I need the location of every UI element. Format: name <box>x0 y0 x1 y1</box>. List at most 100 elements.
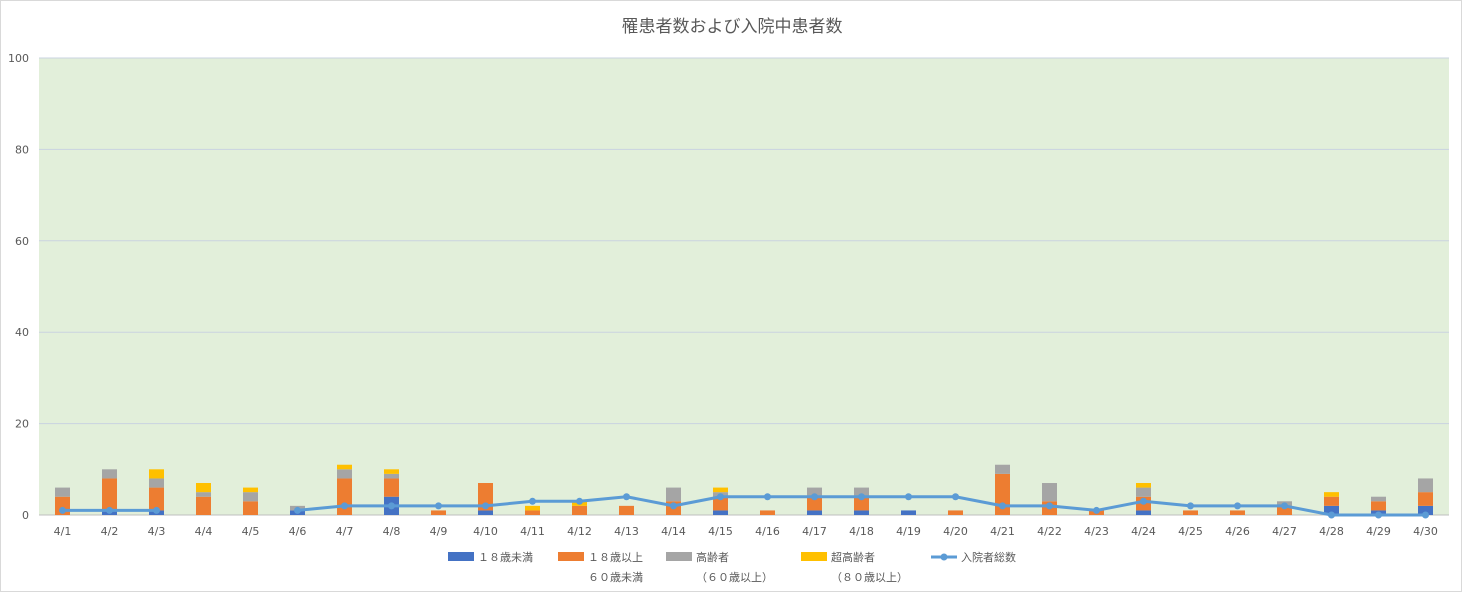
y-axis-ticks: 0 20 40 60 80 100 <box>8 52 29 522</box>
bar-segment <box>948 510 963 515</box>
x-tick-label: 4/6 <box>289 525 307 538</box>
legend-label: 高齢者 <box>696 550 729 564</box>
bar-segment <box>431 510 446 515</box>
bar-segment <box>149 469 164 479</box>
line-point <box>1046 502 1053 510</box>
x-axis-ticks: 4/1 4/2 4/3 4/4 4/5 4/6 4/7 4/8 4/9 4/10 4/11 4/12 4… <box>54 525 1438 538</box>
bar-segment <box>525 510 540 515</box>
bar-segment <box>384 478 399 497</box>
bar-segment <box>243 492 258 502</box>
line-point <box>1093 506 1100 514</box>
bar-segment <box>854 496 869 511</box>
total-inpatients-line <box>59 493 1429 519</box>
y-tick-label: 60 <box>15 235 29 248</box>
line-point <box>623 493 630 501</box>
x-tick-label: 4/1 <box>54 525 72 538</box>
line-point <box>1375 511 1382 519</box>
line-point <box>294 506 301 514</box>
x-tick-label: 4/14 <box>661 525 686 538</box>
line-point <box>106 506 113 514</box>
x-tick-label: 4/17 <box>802 525 827 538</box>
bar-segment <box>1136 483 1151 488</box>
bar-segment <box>807 487 822 497</box>
bar-segment <box>243 487 258 493</box>
line-point <box>1328 511 1335 519</box>
bar-segment <box>196 496 211 515</box>
legend-label: 超高齢者 <box>831 550 875 564</box>
line-point <box>717 493 724 501</box>
bar-segment <box>102 478 117 511</box>
bar-segment <box>149 478 164 488</box>
line-point <box>1281 502 1288 510</box>
bar-segment <box>1324 505 1339 515</box>
line-point <box>764 493 771 501</box>
bar-segment <box>102 469 117 479</box>
bar-segment <box>478 510 493 515</box>
legend-swatch <box>666 552 692 561</box>
bar-segment <box>1183 510 1198 515</box>
bar-segment <box>55 487 70 497</box>
y-tick-label: 80 <box>15 143 29 156</box>
bar-segment <box>1324 496 1339 506</box>
legend-label: １８歳未満 <box>478 551 533 564</box>
legend-swatch <box>801 552 827 561</box>
line-point <box>529 497 536 505</box>
bar-segment <box>196 492 211 497</box>
chart-title: 罹患者数および入院中患者数 <box>622 17 843 37</box>
x-tick-label: 4/3 <box>148 525 166 538</box>
x-tick-label: 4/8 <box>383 525 401 538</box>
x-tick-label: 4/10 <box>473 525 498 538</box>
bar-segment <box>854 487 869 497</box>
line-point <box>153 506 160 514</box>
line-point <box>670 502 677 510</box>
bar-segment <box>713 487 728 493</box>
bar-segment <box>619 505 634 515</box>
bar-segment <box>1371 501 1386 511</box>
bar-segment <box>384 469 399 474</box>
bar-segment <box>1136 510 1151 515</box>
legend-label: 入院者総数 <box>961 550 1016 564</box>
bar-segment <box>995 464 1010 474</box>
bar-segment <box>807 510 822 515</box>
bar-segment <box>901 510 916 515</box>
x-tick-label: 4/12 <box>567 525 592 538</box>
bar-segment <box>713 496 728 511</box>
line-point <box>482 502 489 510</box>
line-point <box>1140 497 1147 505</box>
legend-swatch <box>558 552 584 561</box>
line-point <box>435 502 442 510</box>
bar-segment <box>760 510 775 515</box>
x-tick-label: 4/24 <box>1131 525 1156 538</box>
bar-segment <box>149 487 164 511</box>
bar-segment <box>1418 505 1433 515</box>
x-tick-label: 4/25 <box>1178 525 1203 538</box>
x-tick-label: 4/21 <box>990 525 1015 538</box>
bar-segment <box>478 483 493 511</box>
legend-label: １８歳以上 <box>588 551 643 564</box>
bar-segment <box>1042 483 1057 502</box>
x-tick-label: 4/23 <box>1084 525 1109 538</box>
x-tick-label: 4/15 <box>708 525 733 538</box>
bar-segment <box>243 501 258 515</box>
legend-swatch <box>448 552 474 561</box>
legend-label-line2: （８０歳以上） <box>831 571 908 584</box>
bar-segment <box>572 505 587 515</box>
line-point <box>59 506 66 514</box>
bar-segment <box>525 505 540 511</box>
bar-segment <box>1324 492 1339 497</box>
bar-segment <box>337 478 352 515</box>
line-point <box>952 493 959 501</box>
x-tick-label: 4/26 <box>1225 525 1250 538</box>
gridlines <box>39 57 1449 516</box>
x-tick-label: 4/11 <box>520 525 545 538</box>
x-tick-label: 4/29 <box>1366 525 1391 538</box>
line-point <box>1234 502 1241 510</box>
bar-segment <box>807 496 822 511</box>
bar-segment <box>713 510 728 515</box>
bars <box>55 464 1433 515</box>
y-tick-label: 100 <box>8 52 29 65</box>
bar-segment <box>337 464 352 470</box>
x-tick-label: 4/30 <box>1413 525 1438 538</box>
legend: １８歳未満 １８歳以上 ６０歳未満 高齢者 （６０歳以上） 超高齢者 （８０歳以上） 入院者総… <box>448 550 1016 584</box>
y-tick-label: 20 <box>15 418 29 431</box>
